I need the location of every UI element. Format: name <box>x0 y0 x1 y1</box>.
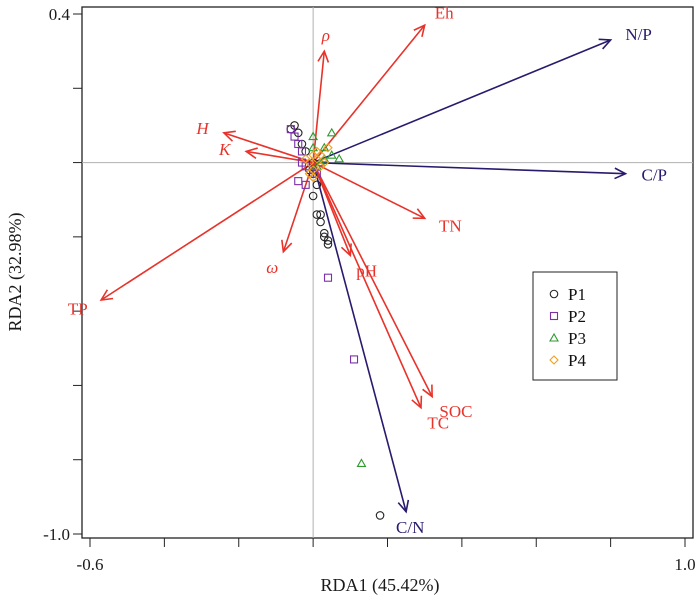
legend-marker-p1 <box>549 289 559 299</box>
vector-tc-arrowhead <box>411 395 423 410</box>
vector-tp-label: TP <box>68 300 88 319</box>
vector-soc-line <box>312 162 433 397</box>
reference-lines <box>82 7 693 538</box>
vector-tc-line <box>312 162 422 409</box>
vector-np-label: N/P <box>625 25 651 44</box>
legend-label-p2: P2 <box>568 307 586 326</box>
vector-v9-label: ω <box>266 258 278 277</box>
vector-soc-arrowhead <box>422 384 433 399</box>
point-p2-3 <box>297 147 307 156</box>
vector-h-line <box>223 132 314 164</box>
vector-tn-line <box>312 161 426 220</box>
vector-v9-arrowhead <box>281 239 293 254</box>
point-p4-10 <box>323 142 333 153</box>
vector-v4-label: ρ <box>321 26 330 45</box>
vector-v4-line <box>312 51 326 163</box>
point-p1-7 <box>308 191 318 201</box>
point-p1-8 <box>312 210 322 219</box>
vector-h-arrowhead <box>222 130 236 142</box>
vector-ph-label: pH <box>356 261 377 280</box>
vector-v9-line <box>282 162 314 252</box>
point-p3-1 <box>326 127 337 137</box>
point-p2-10 <box>323 273 333 282</box>
vector-tp-arrowhead <box>99 289 114 302</box>
point-p1-14 <box>323 236 333 245</box>
point-p1-6 <box>312 180 322 190</box>
vector-h-label: H <box>195 119 210 138</box>
point-p3-9 <box>356 458 367 467</box>
vector-cn-label: C/N <box>396 518 424 537</box>
vector-tc-label: TC <box>427 413 449 432</box>
axis-ticks <box>73 13 686 547</box>
vector-tn-arrowhead <box>412 208 427 220</box>
y-tick-label-1: -1.0 <box>43 525 70 544</box>
vector-np-arrowhead <box>598 38 613 50</box>
point-p3-4 <box>319 142 330 152</box>
vector-eh-line <box>312 24 426 164</box>
legend: P1 P2 P3 P4 <box>532 271 618 381</box>
legend-label-p4: P4 <box>568 351 586 370</box>
legend-marker-p3 <box>549 332 559 342</box>
vector-cp-line <box>313 161 626 175</box>
vector-soc-label: SOC <box>439 402 472 421</box>
vector-eh-arrowhead <box>413 23 426 38</box>
point-p3-2 <box>326 150 337 159</box>
legend-marker-p2 <box>549 311 559 321</box>
point-p3-3 <box>334 153 345 163</box>
vector-v4-arrowhead <box>317 49 330 63</box>
point-p2-7 <box>301 180 310 189</box>
vector-eh-label: Eh <box>435 4 454 23</box>
legend-marker-p4 <box>549 355 559 365</box>
x-tick-label-0: -0.6 <box>77 555 104 574</box>
vector-k-line <box>246 150 314 164</box>
vector-k-arrowhead <box>244 147 258 160</box>
point-p2-6 <box>294 177 303 186</box>
vector-tp-line <box>100 161 314 301</box>
point-p4-6 <box>319 157 330 168</box>
point-p4-9 <box>315 150 326 160</box>
legend-label-p1: P1 <box>568 285 586 304</box>
vector-cn-line <box>312 162 407 512</box>
point-p1-10 <box>316 217 325 227</box>
legend-label-p3: P3 <box>568 329 586 348</box>
vector-cp-label: C/P <box>641 165 667 184</box>
point-p1-17 <box>375 511 385 520</box>
vector-cn-arrowhead <box>397 499 410 514</box>
tick-labels: -0.6 1.0 0.4 -1.0 <box>43 5 696 574</box>
point-p1-11 <box>319 228 329 238</box>
point-p2-11 <box>349 355 359 364</box>
vector-tn-label: TN <box>439 216 462 235</box>
y-axis-label: RDA2 (32.98%) <box>5 213 26 332</box>
point-p4-11 <box>308 172 318 183</box>
point-p3-6 <box>319 153 330 163</box>
point-p4-5 <box>300 154 311 164</box>
vector-cp-arrowhead <box>614 167 628 180</box>
x-tick-label-1: 1.0 <box>674 555 695 574</box>
point-p3-0 <box>308 131 319 141</box>
y-tick-label-0: 0.4 <box>49 5 71 24</box>
vector-np-line <box>312 39 611 164</box>
x-axis-label: RDA1 (45.42%) <box>321 575 440 596</box>
legend-box <box>532 271 618 381</box>
vector-k-label: K <box>218 140 232 159</box>
point-p1-13 <box>323 239 333 249</box>
sample-points <box>286 121 385 520</box>
